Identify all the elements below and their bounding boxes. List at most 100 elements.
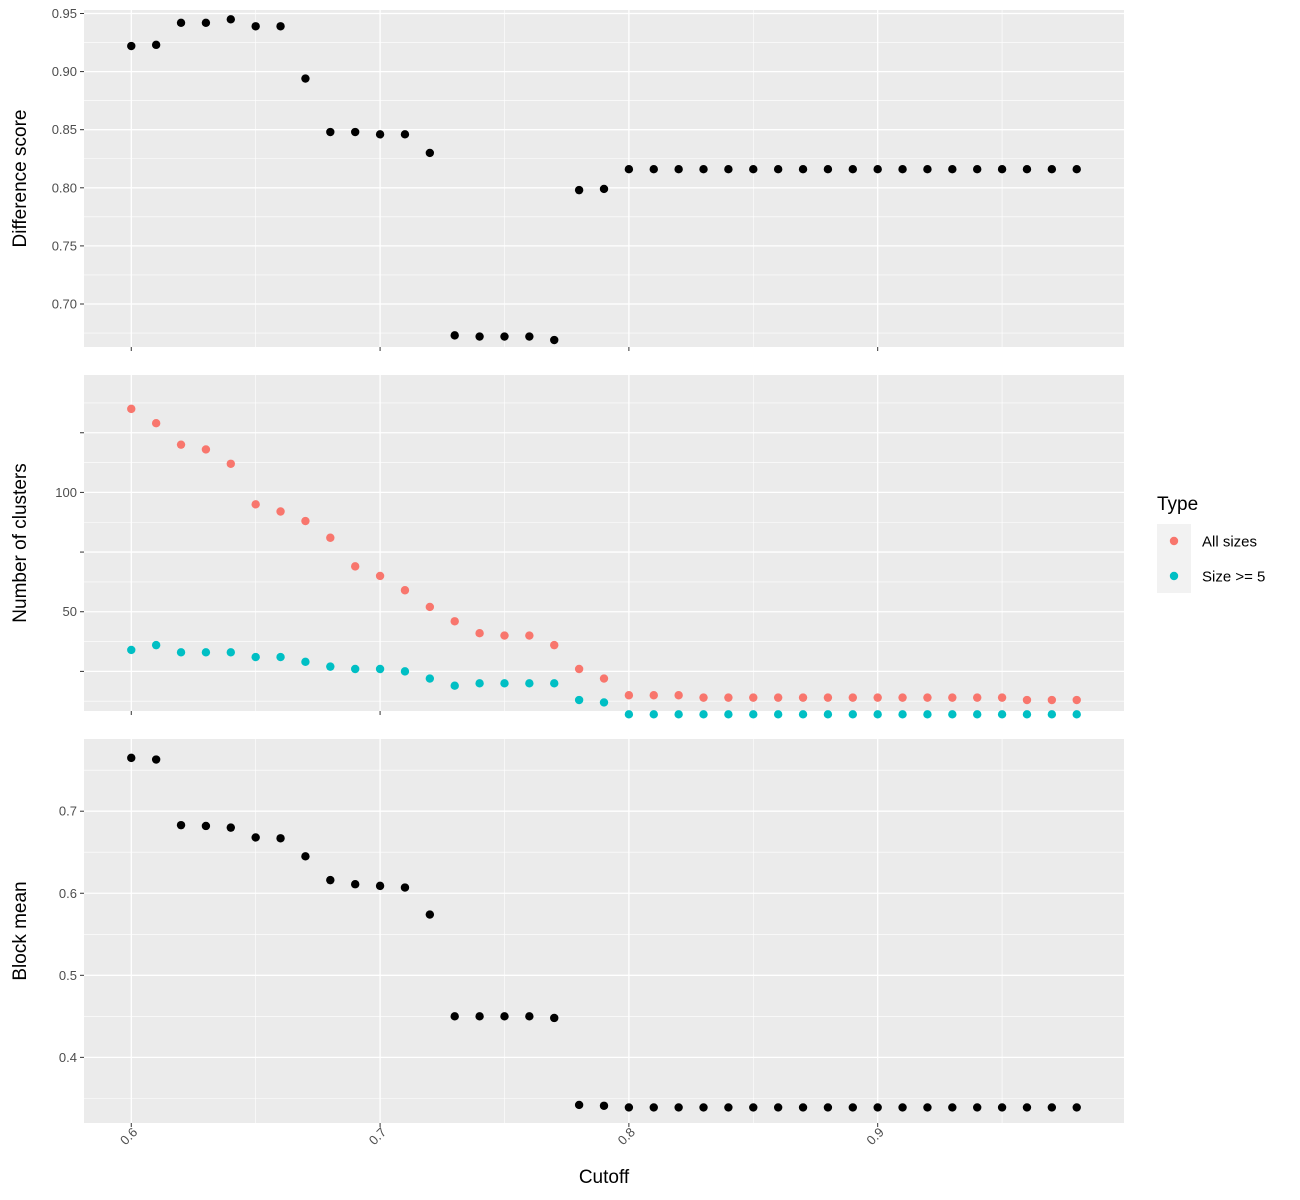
data-point bbox=[301, 852, 310, 861]
data-point bbox=[649, 691, 658, 700]
y-axis-title: Number of clusters bbox=[10, 463, 31, 622]
series-2 bbox=[127, 640, 1081, 719]
data-point bbox=[848, 165, 858, 174]
data-point bbox=[997, 693, 1007, 702]
data-point bbox=[425, 148, 435, 158]
data-point bbox=[550, 640, 559, 650]
data-point bbox=[997, 165, 1007, 174]
data-point bbox=[898, 165, 907, 174]
data-point bbox=[276, 834, 285, 843]
data-point bbox=[326, 127, 335, 137]
data-point bbox=[997, 1103, 1007, 1112]
data-point bbox=[425, 602, 435, 612]
data-point bbox=[450, 331, 459, 340]
data-point bbox=[1047, 710, 1057, 719]
panel-1: 0.70 0.75 0.80 0.85 0.90 0.95 Difference score bbox=[10, 6, 1124, 351]
data-point bbox=[948, 710, 957, 719]
data-point bbox=[251, 652, 260, 662]
data-point bbox=[176, 820, 186, 830]
data-point bbox=[973, 693, 982, 702]
data-point bbox=[823, 165, 833, 174]
data-point bbox=[973, 710, 982, 719]
data-point bbox=[251, 22, 260, 31]
data-point bbox=[574, 664, 584, 674]
data-point bbox=[574, 185, 584, 195]
series-1 bbox=[127, 753, 1081, 1112]
data-point bbox=[798, 165, 808, 174]
data-point bbox=[475, 1012, 484, 1021]
data-point bbox=[450, 617, 459, 626]
data-point bbox=[500, 1012, 509, 1021]
data-point bbox=[176, 440, 186, 449]
data-point bbox=[350, 562, 360, 571]
data-point bbox=[450, 681, 459, 690]
data-point bbox=[948, 1103, 957, 1112]
data-point bbox=[425, 910, 435, 919]
data-point bbox=[176, 648, 186, 657]
y-tick-label: 0.5 bbox=[59, 968, 77, 983]
data-point bbox=[674, 165, 683, 174]
data-point bbox=[997, 710, 1007, 719]
y-tick-label: 0.70 bbox=[52, 297, 77, 312]
data-point bbox=[151, 40, 161, 50]
data-point bbox=[151, 640, 161, 650]
data-point bbox=[749, 693, 758, 702]
data-point bbox=[276, 22, 285, 31]
data-point bbox=[301, 657, 310, 667]
data-point bbox=[326, 662, 335, 671]
x-tick-label: 0.8 bbox=[615, 1125, 638, 1148]
data-point bbox=[1047, 695, 1057, 705]
data-point bbox=[649, 1103, 658, 1112]
data-point bbox=[251, 833, 260, 842]
data-point bbox=[1022, 165, 1032, 174]
data-point bbox=[923, 165, 932, 174]
data-point bbox=[848, 693, 858, 702]
data-point bbox=[674, 691, 683, 700]
data-point bbox=[375, 571, 385, 581]
data-point bbox=[525, 1012, 534, 1021]
data-point bbox=[674, 1103, 683, 1112]
data-point bbox=[326, 875, 335, 885]
data-point bbox=[724, 693, 733, 702]
data-point bbox=[1047, 1103, 1057, 1112]
data-point bbox=[599, 1101, 609, 1110]
data-point bbox=[350, 880, 360, 889]
data-point bbox=[226, 15, 235, 24]
data-point bbox=[599, 674, 609, 683]
data-point bbox=[599, 184, 609, 194]
data-point bbox=[425, 674, 435, 683]
y-tick-label: 0.95 bbox=[52, 6, 77, 21]
data-point bbox=[1072, 710, 1081, 719]
y-tick-label: 0.85 bbox=[52, 122, 77, 137]
data-point bbox=[1072, 1103, 1081, 1112]
data-point bbox=[724, 710, 733, 719]
data-point bbox=[898, 710, 907, 719]
data-point bbox=[500, 679, 509, 688]
data-point bbox=[226, 823, 235, 832]
data-point bbox=[1022, 695, 1032, 705]
data-point bbox=[724, 165, 733, 174]
data-point bbox=[127, 645, 136, 655]
data-point bbox=[574, 1100, 584, 1110]
data-point bbox=[823, 693, 833, 702]
data-point bbox=[375, 664, 385, 674]
data-point bbox=[898, 693, 907, 702]
data-point bbox=[127, 404, 136, 414]
series-1 bbox=[127, 404, 1081, 705]
y-axis-title: Difference score bbox=[10, 110, 31, 248]
data-point bbox=[301, 516, 310, 526]
y-tick-label: 0.6 bbox=[59, 886, 77, 901]
data-point bbox=[699, 693, 708, 702]
legend-key bbox=[1169, 536, 1179, 546]
data-point bbox=[475, 332, 484, 341]
data-point bbox=[624, 1103, 634, 1112]
y-tick-label: 0.90 bbox=[52, 64, 77, 79]
data-point bbox=[400, 586, 410, 595]
data-point bbox=[873, 1103, 882, 1112]
data-point bbox=[276, 652, 285, 662]
data-point bbox=[798, 693, 808, 702]
data-point bbox=[649, 165, 658, 174]
data-point bbox=[624, 710, 634, 719]
data-point bbox=[574, 695, 584, 705]
